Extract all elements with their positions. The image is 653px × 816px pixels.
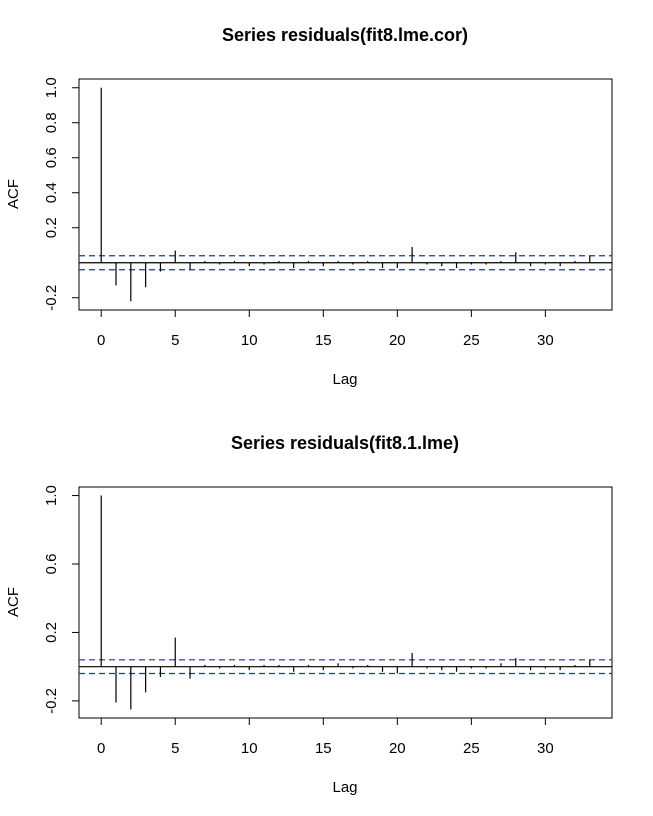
plot-area: 0 5 10 15 20 25 30 -0.2 0.2 0.6 1.0 <box>43 485 613 757</box>
y-axis-label: ACF <box>5 587 22 617</box>
acf-panel-fit8-lme-cor: Series residuals(fit8.lme.cor) Lag ACF 0… <box>5 25 613 388</box>
plot-frame <box>78 78 613 311</box>
x-tick-label: 30 <box>537 332 554 349</box>
y-tick-label: 1.0 <box>43 77 60 98</box>
y-tick-label: 0.6 <box>43 147 60 168</box>
x-tick-label: 5 <box>171 740 179 757</box>
y-tick-label: -0.2 <box>43 688 60 714</box>
x-tick-label: 20 <box>389 332 406 349</box>
x-tick-label: 15 <box>315 332 332 349</box>
x-tick-label: 0 <box>97 332 105 349</box>
y-tick-label: 1.0 <box>43 485 60 506</box>
y-tick-label: 0.2 <box>43 622 60 643</box>
y-tick-label: 0.4 <box>43 182 60 203</box>
x-tick-label: 25 <box>463 740 480 757</box>
x-axis-label: Lag <box>332 371 357 388</box>
x-tick-label: 15 <box>315 740 332 757</box>
acf-panel-fit8-1-lme: Series residuals(fit8.1.lme) Lag ACF 0 5 1… <box>5 433 613 796</box>
y-tick-label: 0.2 <box>43 217 60 238</box>
chart-title: Series residuals(fit8.lme.cor) <box>222 25 468 45</box>
x-tick-label: 5 <box>171 332 179 349</box>
x-tick-label: 10 <box>241 332 258 349</box>
y-tick-label: -0.2 <box>43 285 60 311</box>
x-axis-label: Lag <box>332 779 357 796</box>
x-tick-label: 0 <box>97 740 105 757</box>
y-tick-label: 0.8 <box>43 112 60 133</box>
x-tick-label: 10 <box>241 740 258 757</box>
x-tick-label: 30 <box>537 740 554 757</box>
y-axis-label: ACF <box>5 179 22 209</box>
y-tick-label: 0.6 <box>43 554 60 575</box>
x-tick-label: 20 <box>389 740 406 757</box>
x-tick-label: 25 <box>463 332 480 349</box>
plot-frame <box>78 486 613 719</box>
chart-title: Series residuals(fit8.1.lme) <box>231 433 459 453</box>
plot-area: 0 5 10 15 20 25 30 -0.2 0.2 0.4 0.6 0.8 1.0 <box>43 77 613 349</box>
